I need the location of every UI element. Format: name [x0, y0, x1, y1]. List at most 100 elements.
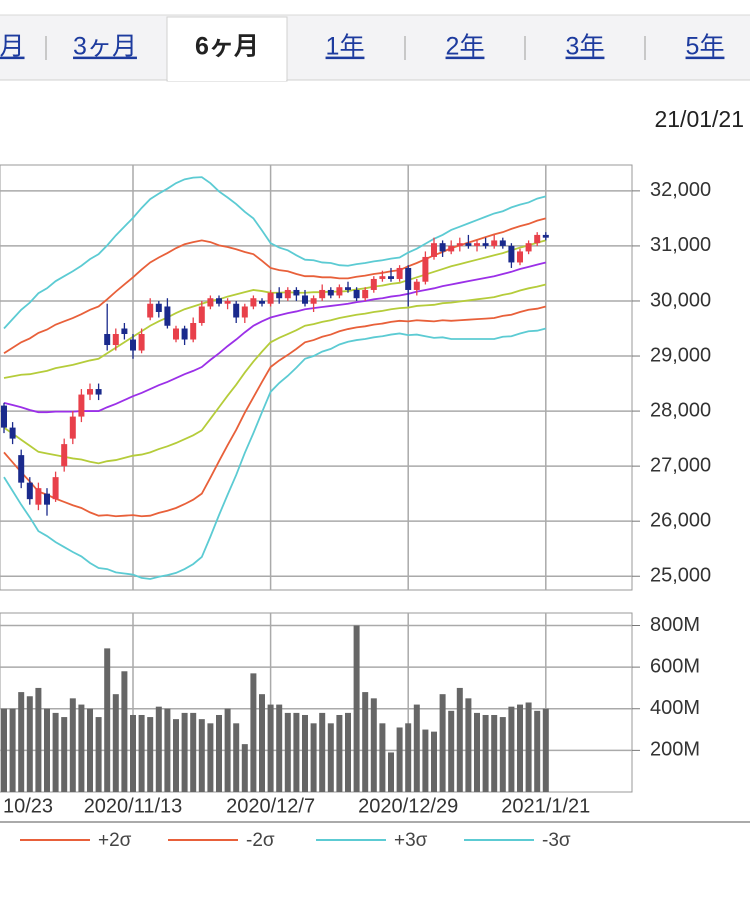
candle-body [250, 298, 257, 307]
y-tick-label: 25,000 [650, 565, 711, 587]
volume-bar [353, 625, 360, 792]
band-line [3, 176, 547, 330]
volume-bar [138, 714, 145, 792]
candle-body [302, 295, 308, 304]
candle-body [87, 389, 93, 395]
tab[interactable]: 1年 [326, 33, 365, 61]
candle-body [181, 328, 188, 340]
volume-bar [18, 692, 25, 792]
volume-bar [525, 702, 532, 792]
candle-body [293, 289, 300, 296]
y-tick-label: 32,000 [650, 179, 711, 201]
candle-body [379, 276, 386, 279]
y-tick-label: 27,000 [650, 454, 711, 476]
candle-body [138, 334, 145, 351]
volume-bar [44, 708, 50, 792]
candle-body [216, 298, 222, 304]
volume-bar [465, 698, 472, 792]
candle-body [474, 243, 480, 246]
candle-body [69, 416, 76, 439]
candle-body [155, 303, 162, 312]
candle-body [207, 298, 214, 307]
volume-bar [104, 648, 111, 792]
volume-bar [327, 723, 334, 792]
y-tick-label: 600M [650, 655, 700, 677]
candle-body [164, 306, 171, 326]
volume-bar [388, 752, 394, 792]
volume-bar [233, 723, 240, 792]
x-tick-label: 2020/12/29 [358, 795, 458, 817]
volume-bar [542, 708, 549, 792]
candle-body [147, 303, 154, 318]
legend-label: +3σ [394, 830, 428, 851]
candle-body [525, 243, 532, 252]
volume-bar [474, 712, 480, 792]
y-tick-label: 800M [650, 614, 700, 636]
volume-bar [310, 723, 317, 792]
volume-bar [69, 698, 76, 792]
tab[interactable]: 3ヶ月 [73, 33, 137, 61]
legend-label: +2σ [98, 830, 132, 851]
band-line [3, 305, 547, 518]
volume-bar [379, 723, 386, 792]
volume-bar [1, 708, 7, 792]
volume-bar [95, 717, 102, 792]
volume-bar [396, 727, 403, 792]
volume-bar [164, 708, 171, 792]
candle-body [431, 243, 437, 257]
candle-body [276, 292, 283, 299]
candle-body [370, 278, 377, 290]
candle-body [233, 303, 240, 318]
tab-separators [45, 36, 646, 60]
tab[interactable]: 5年 [686, 33, 725, 61]
volume-bar [284, 712, 291, 792]
x-tick-label: 2021/1/21 [501, 795, 590, 817]
volume-bar [181, 712, 188, 792]
candle-body [499, 240, 506, 246]
volume-bar [482, 714, 489, 792]
volume-bar [370, 698, 377, 792]
y-tick-label: 200M [650, 739, 700, 761]
candle-body [241, 306, 248, 318]
candle-body [130, 339, 136, 351]
volume-bar [302, 714, 308, 792]
volume-bar [405, 723, 412, 792]
volume-bar [112, 694, 119, 792]
volume-bar [517, 704, 523, 792]
volume-bar [61, 717, 68, 792]
legend-label: -3σ [542, 830, 571, 851]
candle-body [353, 289, 360, 299]
volume-bar [319, 712, 326, 792]
candle-body [26, 482, 33, 500]
volume-bar [52, 712, 59, 792]
volume-bar [155, 706, 162, 792]
volume-bar [276, 704, 283, 792]
candle-body [517, 251, 523, 263]
tab[interactable]: 6ヶ月 [195, 33, 259, 61]
volume-bar [35, 687, 42, 792]
candle-body [121, 328, 128, 335]
volume-bar [224, 708, 231, 792]
y-tick-label: 30,000 [650, 289, 711, 311]
candle-body [362, 289, 369, 299]
candle-body [396, 267, 403, 279]
candle-body [9, 427, 16, 439]
tab[interactable]: 3年 [566, 33, 605, 61]
tab[interactable]: 月 [0, 33, 25, 61]
candle-body [18, 455, 25, 483]
volume-bar [293, 712, 300, 792]
volume-bar [26, 696, 33, 792]
candle-body [345, 287, 351, 290]
candle-body [61, 444, 68, 467]
tab[interactable]: 2年 [446, 33, 485, 61]
candle-body [95, 389, 102, 395]
band-line [3, 283, 547, 465]
date-label: 21/01/21 [654, 106, 744, 132]
candle-body [491, 240, 498, 246]
volume-bar [491, 714, 498, 792]
volume-bar [345, 712, 351, 792]
candle-body [259, 300, 265, 304]
volume-bar [362, 692, 369, 792]
candle-body [198, 306, 205, 323]
y-tick-label: 26,000 [650, 509, 711, 531]
